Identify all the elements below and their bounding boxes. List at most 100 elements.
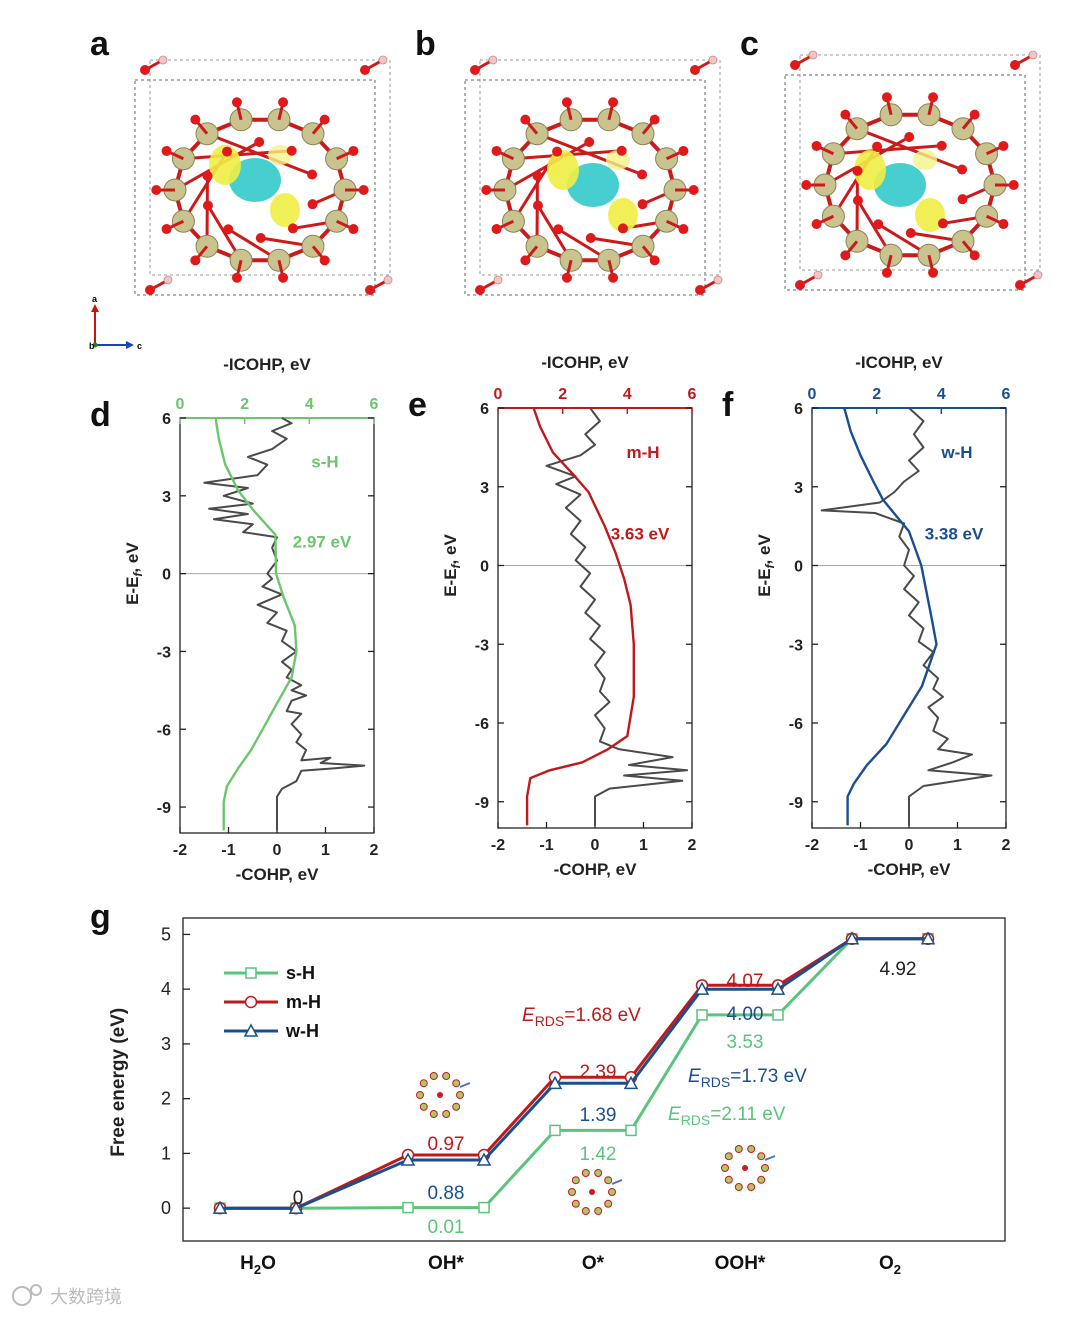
y-axis-title-unit: , eV <box>441 534 460 565</box>
o-atom <box>938 218 948 228</box>
y-tick-label: 0 <box>480 559 489 576</box>
o-atom <box>608 97 618 107</box>
si-atom <box>502 210 524 232</box>
energy-profile-s-H <box>220 939 928 1208</box>
data-label: 4.00 <box>727 1004 764 1025</box>
top-axis-title: -ICOHP, eV <box>541 353 629 372</box>
axis-c-arrowhead <box>126 341 134 349</box>
legend-marker <box>246 968 256 978</box>
rds-annotation: ERDS=2.11 eV <box>668 1104 786 1128</box>
o-atom <box>937 141 947 151</box>
y-tick-label: 3 <box>161 1034 171 1054</box>
top-tick-label: 2 <box>240 396 249 413</box>
o-atom <box>853 195 863 205</box>
inset-atom <box>735 1146 742 1153</box>
legend-label: w-H <box>285 1021 319 1041</box>
o-atom <box>287 146 297 156</box>
data-label: 0 <box>293 1188 304 1209</box>
o-atom <box>481 185 491 195</box>
rds-annotation-sub: RDS <box>701 1074 731 1090</box>
panel-b: b <box>415 25 722 295</box>
x-category-label-sub: 2 <box>254 1262 261 1277</box>
o-atom <box>162 224 172 234</box>
x-tick-label: 0 <box>591 837 600 854</box>
inset-bond <box>612 1180 622 1184</box>
inset-atom <box>605 1177 612 1184</box>
o-atom <box>562 97 572 107</box>
top-tick-label: 4 <box>305 396 314 413</box>
y-tick-label: -9 <box>475 795 489 812</box>
si-atom <box>230 109 252 131</box>
h-atom <box>714 276 722 284</box>
x-tick-label: 1 <box>953 837 962 854</box>
h-atom <box>159 56 167 64</box>
x-category-label-rest: O <box>261 1253 276 1274</box>
si-atom <box>822 205 844 227</box>
o-atom <box>617 146 627 156</box>
inset-atom <box>742 1165 748 1171</box>
x-category-label: O* <box>582 1253 605 1274</box>
top-tick-label: 2 <box>872 386 881 403</box>
marker-square <box>626 1125 636 1135</box>
x-category-label-main: OH* <box>428 1253 465 1274</box>
o-atom <box>162 146 172 156</box>
inset-atom <box>417 1092 424 1099</box>
o-atom <box>678 146 688 156</box>
o-atom <box>618 223 628 233</box>
si-atom <box>172 148 194 170</box>
charge-density-accumulation <box>913 150 937 170</box>
si-atom <box>656 148 678 170</box>
o-atom <box>520 115 530 125</box>
y-tick-label: 0 <box>794 559 803 576</box>
top-tick-label: 0 <box>494 386 503 403</box>
panel-c: c <box>740 25 1042 290</box>
adsorbate-structure-inset <box>569 1170 623 1215</box>
watermark-text: 大数跨境 <box>50 1287 122 1307</box>
h-atom <box>1029 51 1037 59</box>
rds-annotation-prefix: E <box>522 1005 535 1026</box>
y-tick-label: -3 <box>475 637 489 654</box>
plot-frame <box>498 408 692 828</box>
axis-b-label: b <box>89 341 95 351</box>
series-label: w-H <box>940 443 972 462</box>
legend-label: m-H <box>286 992 321 1012</box>
o-atom <box>1009 180 1019 190</box>
h-atom <box>379 56 387 64</box>
watermark: 大数跨境 <box>13 1285 122 1307</box>
o-atom <box>840 250 850 260</box>
o-atom <box>695 285 705 295</box>
rds-annotation-value: =1.68 eV <box>564 1005 641 1026</box>
rds-annotation-sub: RDS <box>535 1013 565 1029</box>
h-atom <box>164 276 172 284</box>
x-category-label-sub: 2 <box>894 1262 901 1277</box>
inset-atom <box>725 1153 732 1160</box>
y-tick-label: -9 <box>789 795 803 812</box>
o-atom <box>145 285 155 295</box>
top-tick-label: 4 <box>623 386 632 403</box>
y-axis-title-unit: , eV <box>755 534 774 565</box>
data-label: 2.39 <box>580 1062 617 1083</box>
o-atom <box>348 224 358 234</box>
inset-atom <box>430 1073 437 1080</box>
inset-atom <box>595 1208 602 1215</box>
y-axis-title-unit: , eV <box>123 542 142 573</box>
y-tick-label: 2 <box>161 1089 171 1109</box>
o-atom <box>970 250 980 260</box>
o-atom <box>690 65 700 75</box>
y-tick-label: -6 <box>157 722 171 739</box>
o-atom <box>882 92 892 102</box>
h-atom <box>494 276 502 284</box>
o-atom <box>801 180 811 190</box>
y-tick-label: 3 <box>162 489 171 506</box>
crystal-structure-a-illustration <box>135 56 392 295</box>
y-tick-label: 0 <box>162 567 171 584</box>
inset-atom <box>758 1176 765 1183</box>
panel-letter-c: c <box>740 25 759 63</box>
data-label: 0.97 <box>428 1134 465 1155</box>
o-atom <box>533 200 543 210</box>
